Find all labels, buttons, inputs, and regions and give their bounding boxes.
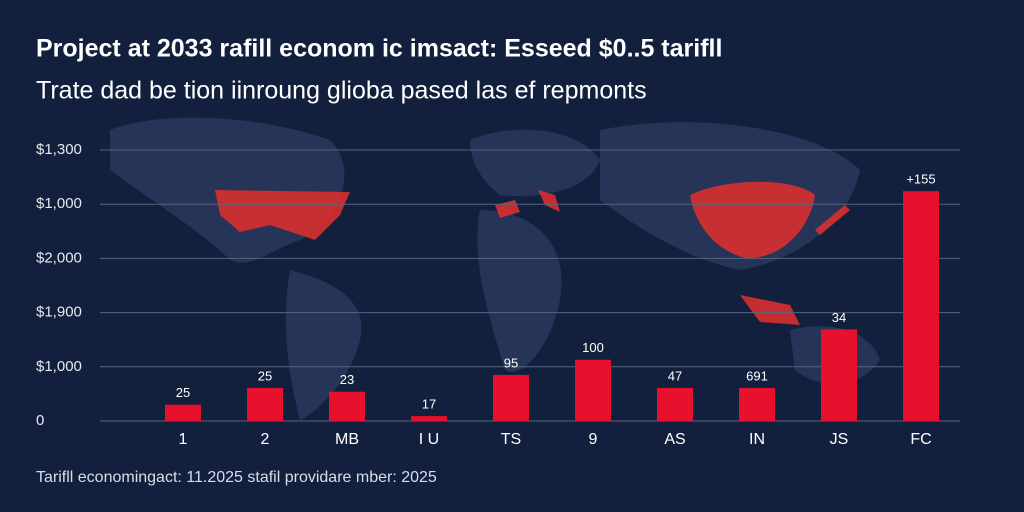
- y-tick-label: $2,000: [36, 249, 82, 266]
- highlighted-countries: [215, 181, 850, 325]
- chart-subtitle: Trate dad be tion iinroung glioba pased …: [36, 77, 647, 105]
- x-tick-label: JS: [830, 431, 849, 448]
- x-tick-label: 2: [261, 431, 270, 448]
- bar-annotation: +155: [906, 172, 935, 187]
- bar-annotation: 47: [668, 368, 682, 383]
- footer-note: Tarifll economingact: 11.2025 stafil pro…: [36, 469, 437, 486]
- y-tick-label: $1,300: [36, 141, 82, 158]
- bar-annotation: 100: [582, 340, 604, 355]
- x-tick-label: FC: [910, 431, 931, 448]
- bar: [493, 374, 529, 421]
- bar: [575, 359, 611, 421]
- x-tick-label: 1: [179, 431, 188, 448]
- bar-annotation: 691: [746, 368, 768, 383]
- bar: [821, 329, 857, 421]
- bar-annotation: 17: [422, 397, 436, 412]
- bar: [411, 416, 447, 421]
- y-tick-label: $1,000: [36, 195, 82, 212]
- bar: [657, 387, 693, 421]
- bar-annotation: 95: [504, 355, 518, 370]
- y-tick-label: 0: [36, 412, 44, 429]
- x-tick-label: 9: [589, 431, 598, 448]
- x-tick-label: TS: [501, 431, 521, 448]
- x-tick-label: I U: [419, 431, 439, 448]
- bar-annotation: 25: [258, 368, 272, 383]
- x-tick-label: MB: [335, 431, 359, 448]
- bar-annotation: 34: [832, 310, 846, 325]
- bar: [739, 387, 775, 421]
- bar: [247, 387, 283, 421]
- chart-title: Project at 2033 rafill econom ic imsact:…: [36, 35, 722, 63]
- bar-annotation: 25: [176, 385, 190, 400]
- bar: [329, 391, 365, 421]
- bar-annotation: 23: [340, 372, 354, 387]
- bar: [165, 404, 201, 421]
- bar: [903, 191, 939, 421]
- x-tick-label: IN: [749, 431, 765, 448]
- y-tick-label: $1,900: [36, 304, 82, 321]
- x-tick-label: AS: [664, 431, 685, 448]
- y-tick-label: $1,000: [36, 358, 82, 375]
